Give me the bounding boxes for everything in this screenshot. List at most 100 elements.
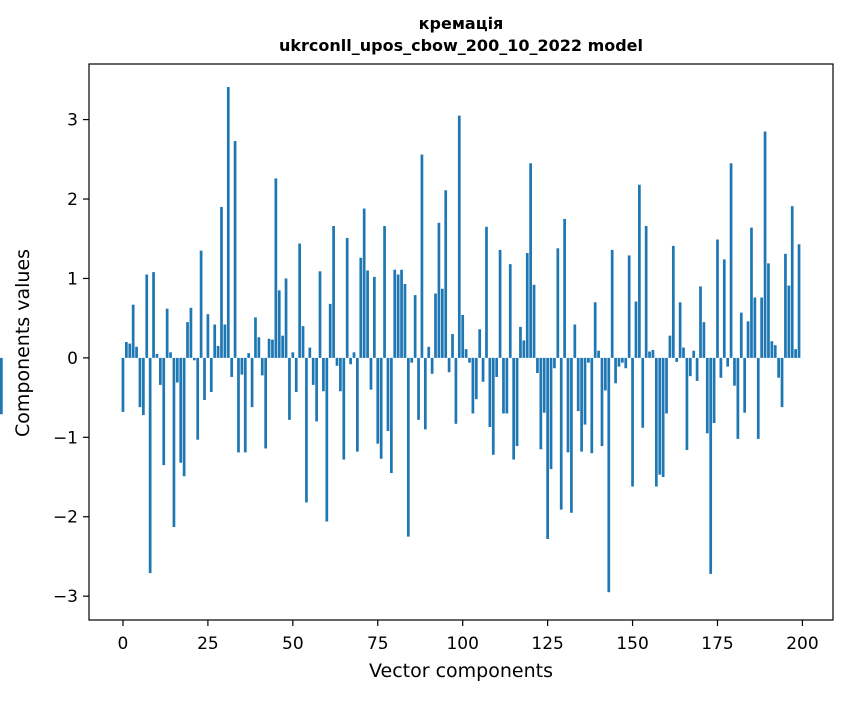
bar-188 xyxy=(760,297,764,358)
bar-156 xyxy=(651,349,655,358)
x-tick-label: 125 xyxy=(531,634,563,654)
bar-19 xyxy=(186,322,189,358)
bar-152 xyxy=(638,184,641,358)
bar-145 xyxy=(614,357,617,384)
bar-21 xyxy=(192,357,196,361)
bar-139 xyxy=(593,302,597,358)
bar-175 xyxy=(716,239,719,358)
bar-28 xyxy=(216,345,220,358)
bar-9 xyxy=(152,272,155,358)
bar-123 xyxy=(539,357,543,450)
bar-51 xyxy=(294,357,298,393)
bar-8 xyxy=(148,357,152,574)
bar-144 xyxy=(610,249,614,358)
bar-184 xyxy=(746,321,750,358)
bar-196 xyxy=(787,285,791,358)
bars-group xyxy=(0,87,801,593)
bar-103 xyxy=(471,357,475,414)
bar-82 xyxy=(400,269,403,358)
bar-13 xyxy=(165,308,169,358)
bar-105 xyxy=(478,329,482,358)
bar-142 xyxy=(604,357,607,391)
bar-57 xyxy=(315,357,318,422)
bar-38 xyxy=(250,357,254,408)
bar-198 xyxy=(794,349,797,358)
bar-197 xyxy=(790,206,794,358)
bar-0 xyxy=(121,357,125,412)
bar-114 xyxy=(508,264,512,358)
bar-106 xyxy=(481,357,485,382)
x-tick-label: 0 xyxy=(118,634,129,654)
bar-141 xyxy=(600,357,604,447)
bar-191 xyxy=(770,341,774,358)
bar-61 xyxy=(328,303,332,358)
bar-110 xyxy=(495,357,499,377)
x-axis-ticks: 0 25 50 75 100 125 150 175 200 xyxy=(118,620,819,654)
bar-undefined xyxy=(0,357,3,415)
bar-118 xyxy=(522,340,526,358)
bar-120 xyxy=(529,163,532,358)
bar-121 xyxy=(532,284,536,358)
bar-27 xyxy=(213,324,217,358)
bar-3 xyxy=(131,304,135,358)
bar-72 xyxy=(366,270,369,358)
bar-100 xyxy=(461,314,465,358)
bar-172 xyxy=(705,357,709,434)
bar-149 xyxy=(627,255,631,358)
bar-113 xyxy=(505,357,509,414)
bar-59 xyxy=(322,357,325,392)
bar-199 xyxy=(797,244,801,358)
bar-17 xyxy=(179,357,183,463)
bar-49 xyxy=(288,357,291,420)
bar-183 xyxy=(743,357,747,413)
bar-34 xyxy=(237,357,240,453)
bar-129 xyxy=(559,357,563,510)
bar-10 xyxy=(155,353,159,358)
plot-frame xyxy=(88,63,834,621)
bar-135 xyxy=(580,357,583,452)
x-tick-label: 150 xyxy=(616,634,648,654)
chart-title-line2: ukrconll_upos_cbow_200_10_2022 model xyxy=(279,36,643,55)
bar-76 xyxy=(379,357,383,459)
bar-67 xyxy=(349,357,352,365)
bar-11 xyxy=(158,357,162,385)
bar-112 xyxy=(502,357,505,414)
bar-54 xyxy=(305,357,308,503)
bar-58 xyxy=(318,271,322,358)
bar-122 xyxy=(536,357,539,373)
bar-79 xyxy=(390,357,393,474)
y-tick-label: 3 xyxy=(67,111,78,131)
bar-157 xyxy=(654,357,658,487)
bar-88 xyxy=(420,154,424,358)
bar-1 xyxy=(125,342,128,358)
bar-37 xyxy=(247,353,251,358)
bar-50 xyxy=(291,352,295,358)
bar-166 xyxy=(685,357,689,451)
bar-87 xyxy=(417,357,420,420)
bar-32 xyxy=(230,357,234,377)
bar-146 xyxy=(617,357,621,367)
bar-178 xyxy=(726,357,730,367)
bar-95 xyxy=(444,190,448,358)
bar-153 xyxy=(641,357,645,428)
bar-133 xyxy=(573,324,577,358)
bar-137 xyxy=(587,357,590,363)
bar-46 xyxy=(277,290,281,358)
bar-64 xyxy=(339,357,342,392)
bar-18 xyxy=(182,357,186,477)
bar-150 xyxy=(631,357,634,487)
bar-111 xyxy=(498,249,502,358)
bar-187 xyxy=(756,357,760,439)
bar-92 xyxy=(434,293,437,358)
bar-128 xyxy=(556,248,560,358)
bar-179 xyxy=(729,163,733,358)
bar-97 xyxy=(451,334,454,358)
bar-2 xyxy=(128,343,132,358)
bar-73 xyxy=(369,357,373,390)
bar-158 xyxy=(658,357,662,475)
bar-168 xyxy=(692,350,696,358)
bar-47 xyxy=(281,335,284,358)
bar-66 xyxy=(345,237,349,358)
bar-126 xyxy=(549,357,553,470)
